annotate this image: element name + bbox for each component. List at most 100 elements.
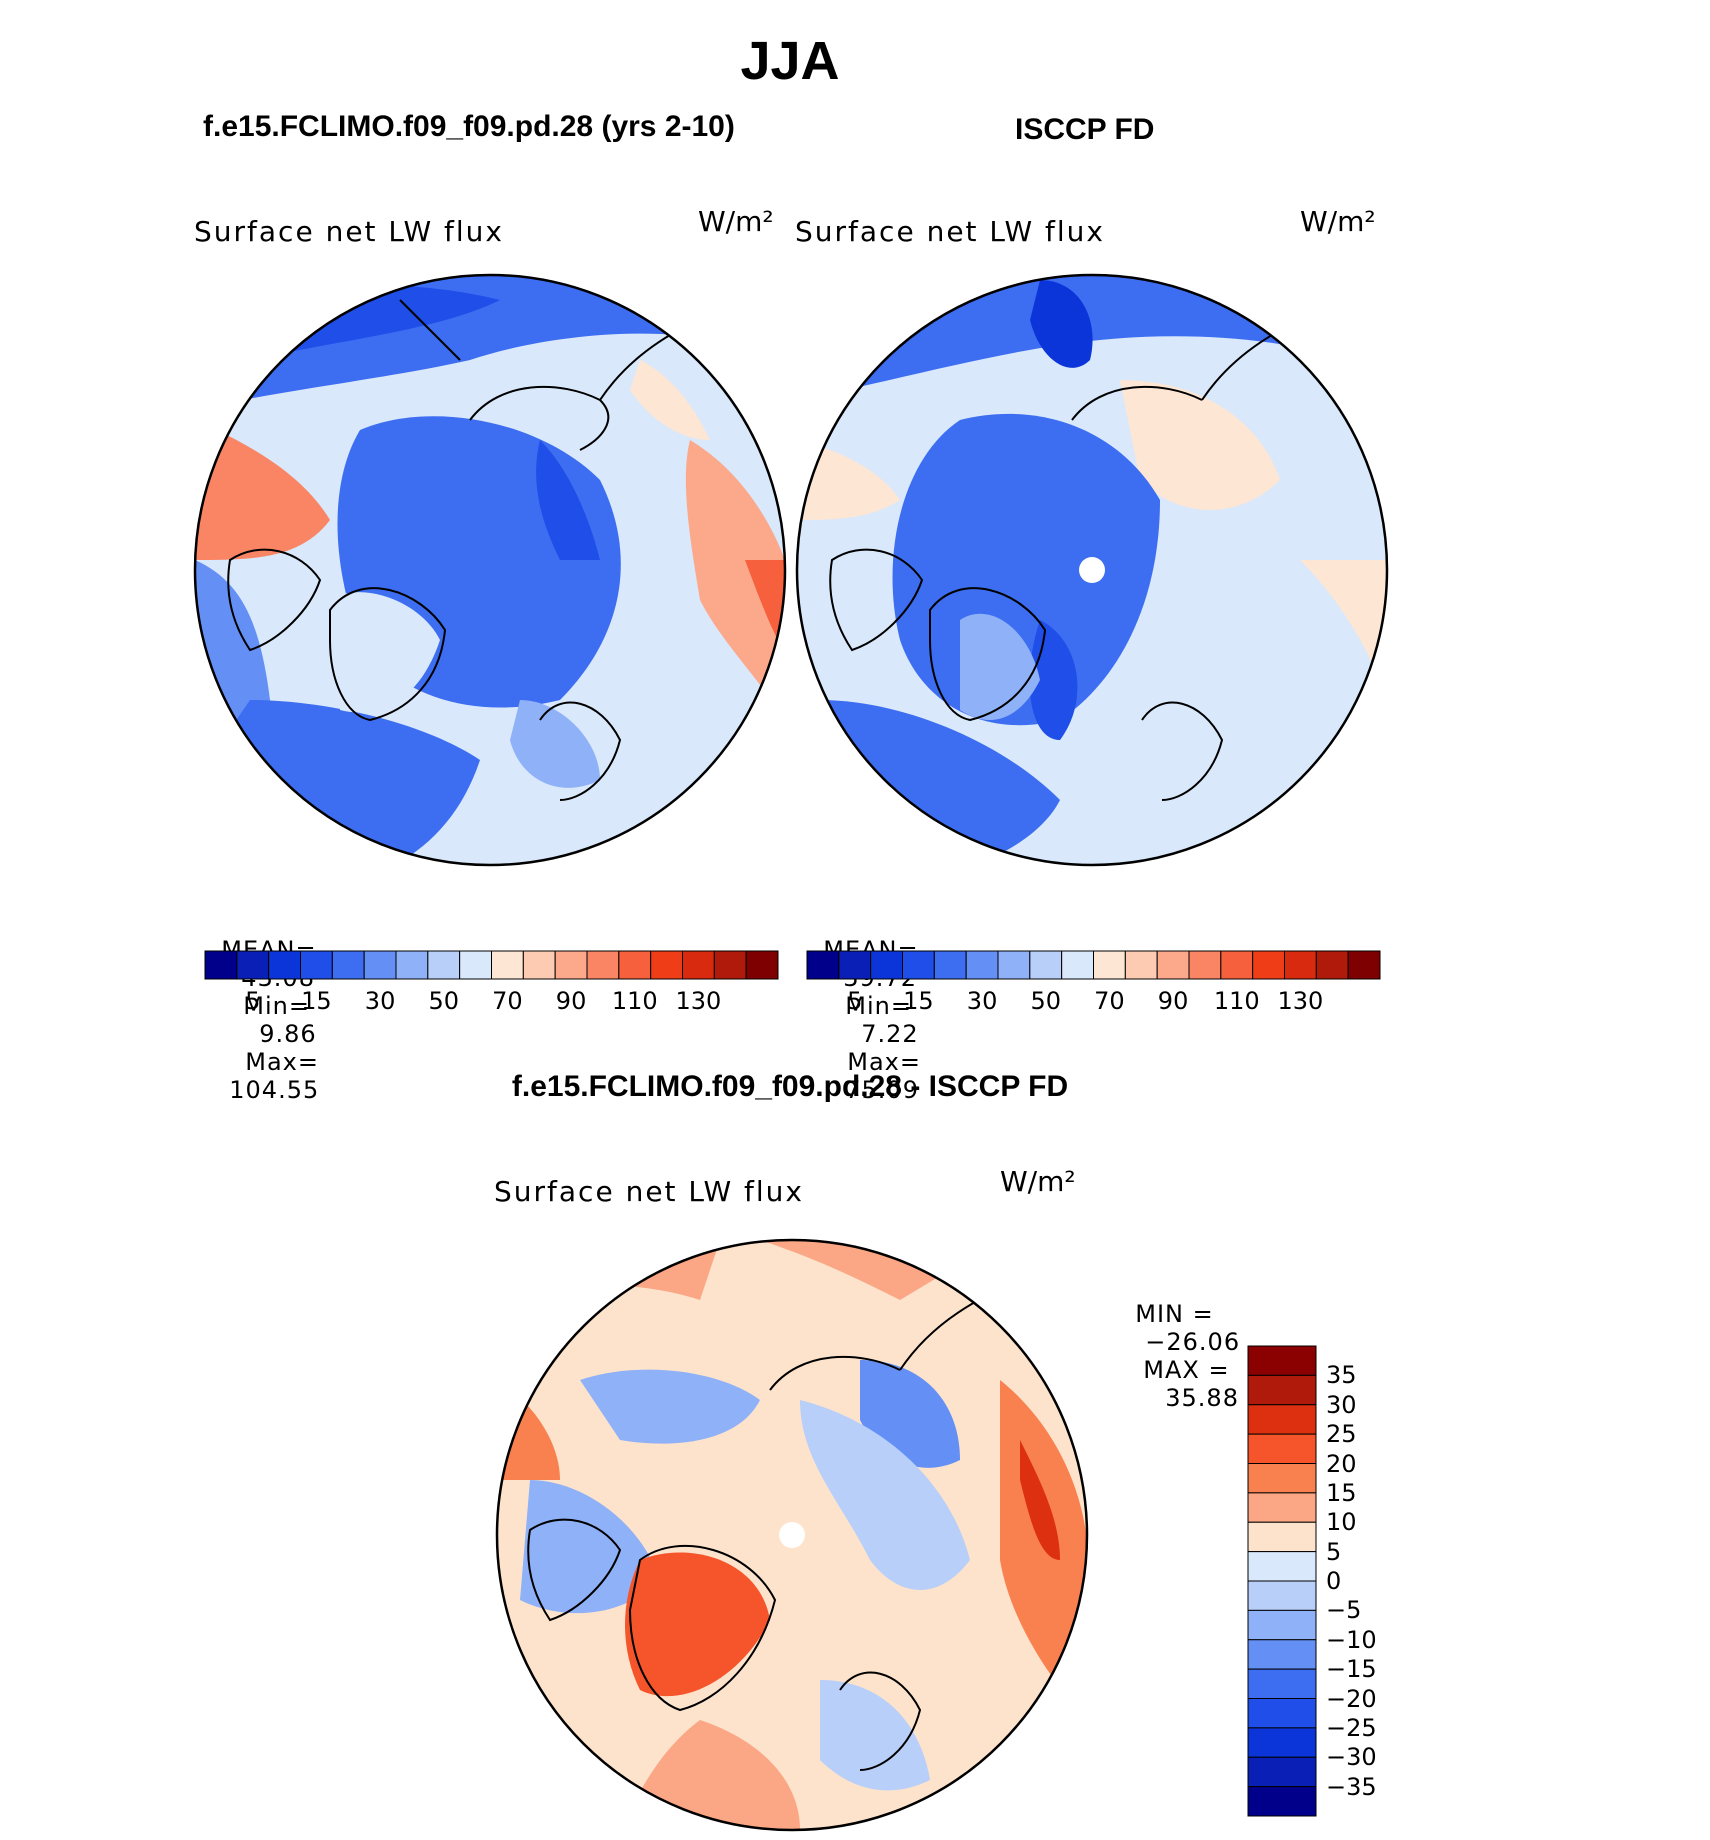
model-colorbar-tick-label: 110	[611, 987, 658, 1015]
obs-variable-label: Surface net LW flux	[795, 215, 1105, 248]
model-colorbar-tick-label: 90	[555, 987, 587, 1015]
model-colorbar-swatch	[395, 950, 429, 980]
model-colorbar-swatch	[236, 950, 270, 980]
diff-colorbar-swatch	[1247, 1727, 1317, 1758]
obs-units-label: W/m²	[1300, 205, 1376, 238]
obs-colorbar-tick-label: 30	[966, 987, 998, 1015]
model-colorbar-swatch	[682, 950, 715, 980]
model-colorbar-tick-label: 15	[301, 987, 332, 1015]
model-case-title: f.e15.FCLIMO.f09_f09.pd.28 (yrs 2-10)	[203, 110, 735, 143]
diff-colorbar-swatch	[1247, 1786, 1317, 1817]
diff-max-label: MAX =	[1143, 1356, 1230, 1384]
model-min-label: Min=	[243, 992, 310, 1020]
diff-min-value: −26.06	[1145, 1328, 1241, 1356]
obs-colorbar-tick-label: 50	[1030, 987, 1062, 1015]
obs-colorbar-swatch	[1315, 950, 1349, 980]
obs-colorbar-tick-label: 130	[1277, 987, 1324, 1015]
obs-colorbar-swatch	[838, 950, 872, 980]
obs-colorbar-swatch	[1093, 950, 1126, 980]
obs-max-label: Max=	[847, 1048, 921, 1076]
model-colorbar-swatch	[713, 950, 747, 980]
model-polar-map	[193, 273, 787, 867]
obs-colorbar-swatch	[1061, 950, 1094, 980]
model-colorbar-tick-label: 5	[245, 987, 261, 1015]
model-colorbar-swatch	[650, 950, 684, 980]
diff-colorbar-tick-label: −10	[1326, 1625, 1377, 1654]
diff-variable-label: Surface net LW flux	[494, 1175, 804, 1208]
model-colorbar-tick-label: 130	[675, 987, 722, 1015]
model-max-label: Max=	[245, 1048, 319, 1076]
diff-colorbar-tick-label: −15	[1326, 1655, 1377, 1684]
model-colorbar-swatch	[300, 950, 333, 980]
diff-colorbar-tick-label: 25	[1326, 1420, 1357, 1449]
model-colorbar-swatch	[204, 950, 238, 980]
diff-colorbar-swatch	[1247, 1756, 1317, 1788]
diff-min-label: MIN =	[1135, 1300, 1214, 1328]
model-colorbar-swatch	[491, 950, 524, 980]
obs-colorbar-swatch	[1284, 950, 1317, 980]
obs-colorbar-swatch	[1188, 950, 1222, 980]
obs-colorbar-swatch	[806, 950, 840, 980]
diff-colorbar-swatch	[1247, 1551, 1317, 1582]
model-colorbar	[204, 950, 779, 980]
obs-colorbar-swatch	[965, 950, 999, 980]
diff-title: f.e15.FCLIMO.f09_f09.pd.28 - ISCCP FD	[511, 1070, 1069, 1103]
obs-min-label: Min=	[845, 992, 912, 1020]
obs-colorbar-swatch	[1220, 950, 1254, 980]
obs-colorbar-swatch	[997, 950, 1031, 980]
obs-case-title: ISCCP FD	[1015, 113, 1155, 146]
model-units-label: W/m²	[698, 205, 774, 238]
diff-colorbar-swatch	[1247, 1639, 1317, 1670]
diff-colorbar-tick-label: 20	[1326, 1449, 1357, 1478]
diff-colorbar-tick-label: −35	[1326, 1772, 1377, 1801]
diff-colorbar-swatch	[1247, 1609, 1317, 1641]
obs-max-value: 75.09	[845, 1076, 919, 1104]
diff-colorbar-tick-label: 0	[1326, 1567, 1342, 1595]
obs-colorbar-swatch	[1124, 950, 1158, 980]
diff-colorbar-swatch	[1247, 1580, 1317, 1611]
obs-colorbar-swatch	[870, 950, 904, 980]
obs-colorbar-tick-label: 110	[1213, 987, 1260, 1015]
diff-colorbar-swatch	[1247, 1492, 1317, 1523]
obs-colorbar	[806, 950, 1381, 980]
diff-colorbar-swatch	[1247, 1404, 1317, 1435]
diff-colorbar-swatch	[1247, 1433, 1317, 1464]
model-colorbar-tick-label: 30	[364, 987, 396, 1015]
diff-colorbar-tick-label: 30	[1326, 1390, 1357, 1419]
diff-polar-map	[495, 1238, 1089, 1832]
diff-colorbar-tick-label: 5	[1326, 1537, 1342, 1566]
obs-colorbar-swatch	[1347, 950, 1381, 980]
obs-polar-map	[795, 273, 1389, 867]
model-colorbar-swatch	[331, 950, 365, 980]
diff-colorbar-tick-label: 15	[1326, 1478, 1357, 1507]
model-colorbar-swatch	[745, 950, 779, 980]
diff-colorbar-tick-label: −30	[1326, 1743, 1377, 1772]
obs-colorbar-swatch	[933, 950, 967, 980]
model-colorbar-swatch	[618, 950, 652, 980]
diff-colorbar-swatch	[1247, 1374, 1317, 1406]
diff-colorbar-tick-label: −5	[1326, 1596, 1362, 1625]
obs-colorbar-tick-label: 90	[1157, 987, 1189, 1015]
model-colorbar-swatch	[554, 950, 588, 980]
diff-colorbar-tick-label: 10	[1326, 1508, 1357, 1537]
model-colorbar-tick-label: 50	[428, 987, 460, 1015]
obs-colorbar-swatch	[1156, 950, 1190, 980]
model-colorbar-swatch	[427, 950, 461, 980]
model-min-value: 9.86	[259, 1020, 317, 1048]
obs-colorbar-swatch	[1029, 950, 1063, 980]
obs-colorbar-tick-label: 15	[903, 987, 934, 1015]
diff-colorbar-swatch	[1247, 1668, 1317, 1699]
diff-colorbar-tick-label: −20	[1326, 1684, 1377, 1713]
diff-max-value: 35.88	[1165, 1384, 1239, 1412]
diff-colorbar-tick-label: −25	[1326, 1713, 1377, 1742]
diff-stats: MIN = −26.06 MAX = 35.88	[1118, 1272, 1240, 1412]
diff-colorbar-swatch	[1247, 1521, 1317, 1553]
obs-colorbar-swatch	[1252, 950, 1285, 980]
model-variable-label: Surface net LW flux	[194, 215, 504, 248]
obs-colorbar-swatch	[902, 950, 935, 980]
figure-title: JJA	[740, 31, 840, 91]
model-colorbar-tick-label: 70	[492, 987, 523, 1015]
model-colorbar-swatch	[459, 950, 492, 980]
model-colorbar-swatch	[522, 950, 556, 980]
